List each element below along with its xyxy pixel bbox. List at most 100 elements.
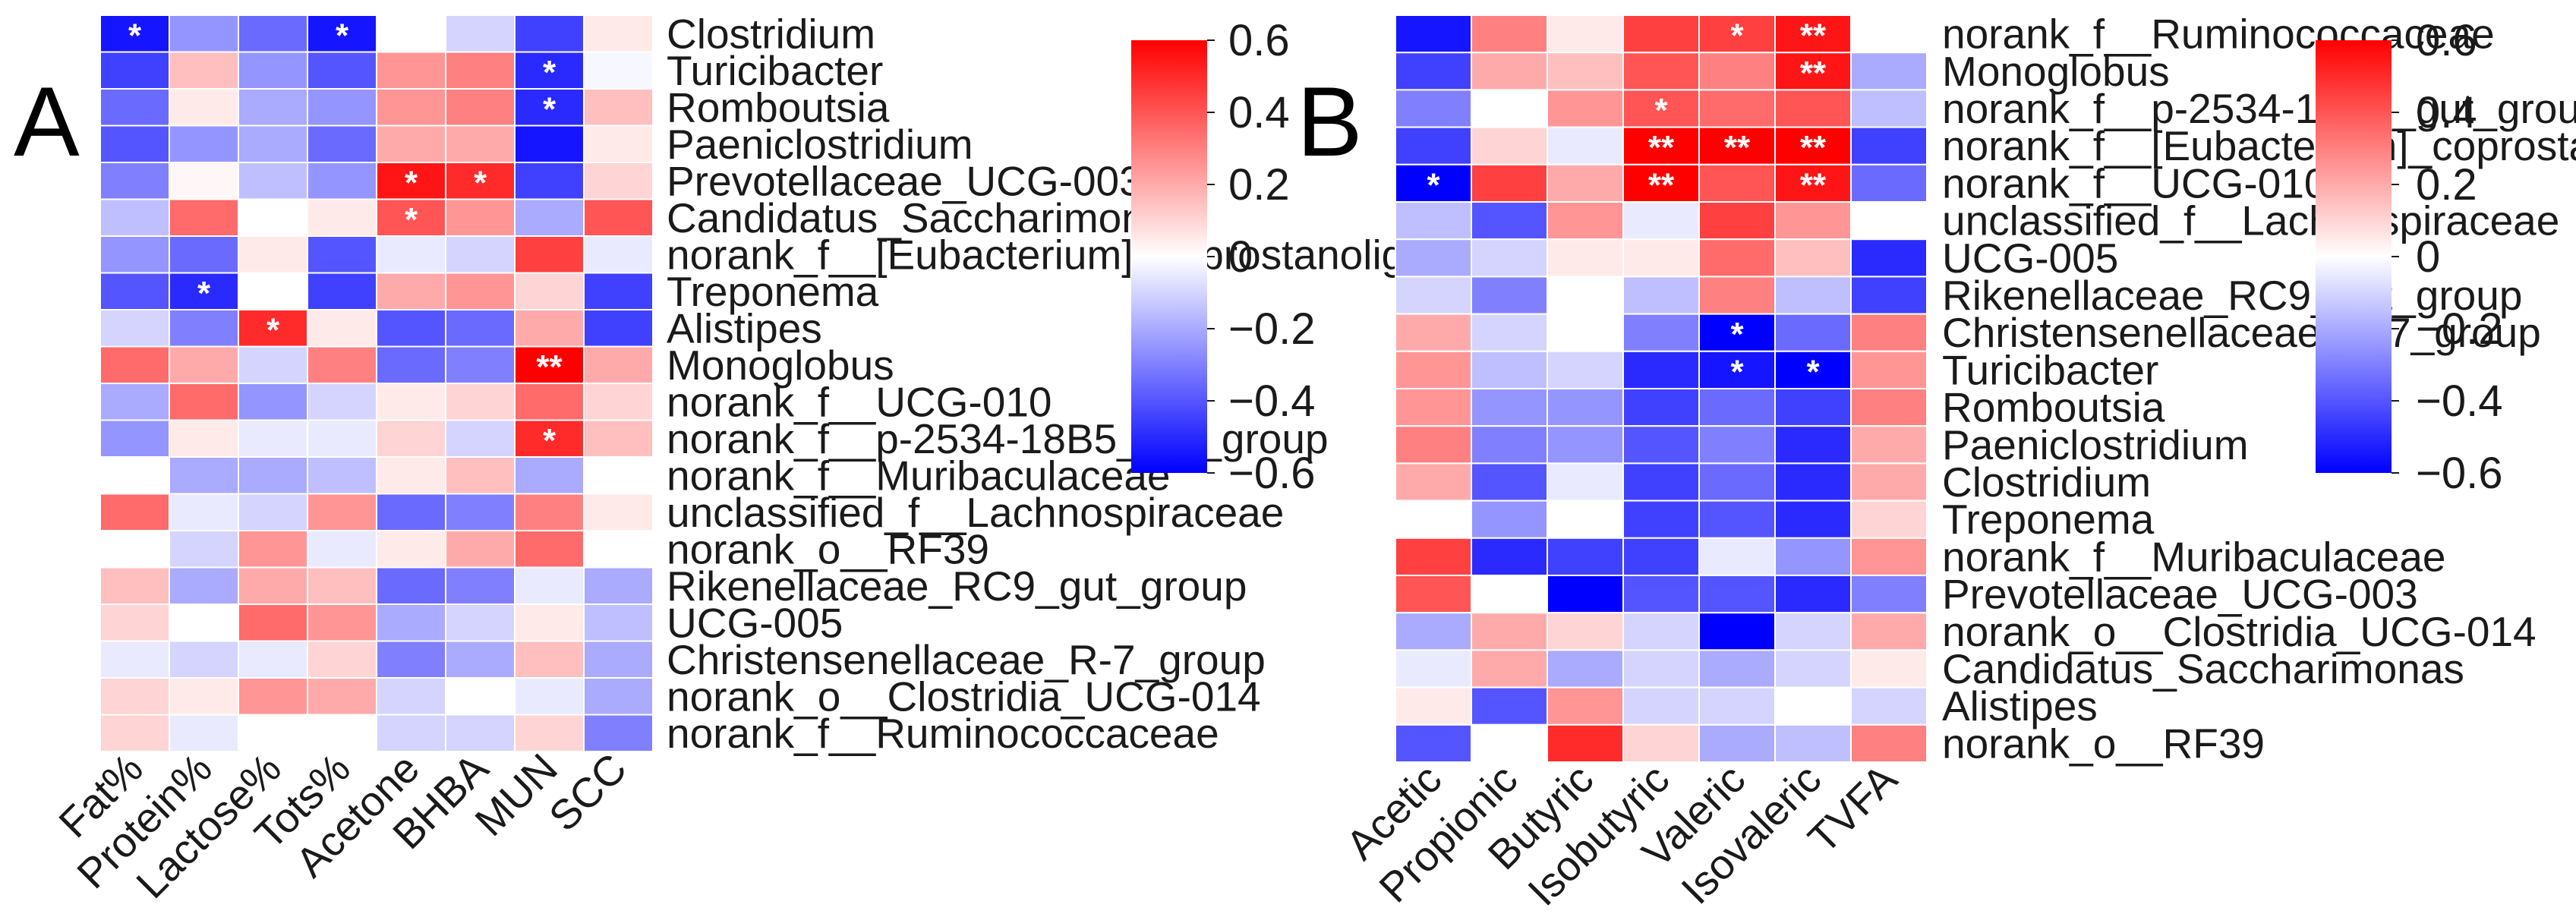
heatmap-cell <box>169 309 239 348</box>
row-label: norank_f__p-2534-18B5_gut_group <box>1942 85 2576 132</box>
significance-marker: * <box>128 17 142 54</box>
heatmap-cell <box>1850 686 1928 726</box>
heatmap-cell <box>1622 425 1700 465</box>
heatmap-cell <box>583 493 654 531</box>
heatmap-cell <box>307 235 377 274</box>
heatmap-cell <box>1471 425 1548 465</box>
heatmap-cell <box>307 456 377 495</box>
colorbar-tick-label: −0.2 <box>2416 304 2503 354</box>
heatmap-cell <box>1395 126 1472 165</box>
heatmap-cell <box>583 124 654 163</box>
heatmap-cell <box>99 235 170 274</box>
heatmap-cell <box>1850 126 1928 165</box>
heatmap-cell <box>238 493 308 531</box>
heatmap-cell <box>1774 201 1852 241</box>
heatmap-cell <box>238 272 308 310</box>
row-label: Turicibacter <box>667 47 883 94</box>
row-label: Romboutsia <box>667 84 890 131</box>
row-label: UCG-005 <box>1942 235 2118 282</box>
heatmap-cell <box>1622 14 1700 54</box>
heatmap-cell <box>1622 238 1700 278</box>
heatmap-cell <box>1850 89 1928 128</box>
row-label: norank_f__UCG-010 <box>667 378 1052 425</box>
heatmap-cell <box>445 14 516 53</box>
heatmap-cell <box>583 714 654 752</box>
heatmap-cell <box>169 162 239 200</box>
heatmap-cell <box>445 566 516 605</box>
heatmap-cell <box>1471 238 1548 278</box>
heatmap-cell <box>307 345 377 384</box>
heatmap-cell <box>1774 686 1852 726</box>
heatmap-cell <box>1850 723 1928 763</box>
heatmap-cell <box>99 566 170 605</box>
heatmap-cell <box>238 235 308 274</box>
significance-marker: * <box>1654 92 1668 129</box>
heatmap-cell <box>169 383 239 421</box>
heatmap-cell <box>169 714 239 752</box>
heatmap-cell <box>1547 350 1624 389</box>
heatmap-cell <box>583 419 654 458</box>
heatmap-cell <box>1471 14 1548 54</box>
heatmap-cell <box>583 235 654 274</box>
row-label: unclassified_f__Lachnospiraceae <box>1942 197 2559 244</box>
heatmap-cell <box>1547 462 1624 502</box>
heatmap-cell <box>1774 126 1852 165</box>
colorbar-tick-label: −0.4 <box>2416 377 2503 426</box>
heatmap-cell <box>376 345 446 384</box>
heatmap-cell <box>1850 313 1928 352</box>
heatmap-cell <box>99 603 170 642</box>
heatmap-cell <box>376 419 446 458</box>
heatmap-cell <box>376 383 446 421</box>
heatmap-cell <box>169 88 239 127</box>
colorbar-tick-label: 0.6 <box>2416 16 2477 65</box>
row-label: Paeniclostridium <box>1942 421 2249 468</box>
heatmap-cell <box>1547 649 1624 689</box>
heatmap-panel-a: * **** *******ClostridiumTuricibacterRombo… <box>49 10 1625 907</box>
heatmap-cell <box>376 272 446 310</box>
panel-a-label: A <box>14 66 80 177</box>
heatmap-cell <box>1547 686 1624 726</box>
heatmap-cell <box>1698 89 1776 128</box>
heatmap-cell <box>307 419 377 458</box>
heatmap-cell <box>376 603 446 642</box>
row-label: norank_f__Muribaculaceae <box>1942 533 2446 580</box>
heatmap-cell <box>99 14 170 53</box>
heatmap-cell <box>307 677 377 716</box>
heatmap-cell <box>1850 52 1928 91</box>
significance-marker: * <box>543 90 557 128</box>
heatmap-cell <box>1698 575 1776 614</box>
heatmap-cell <box>1850 276 1928 315</box>
heatmap-cell <box>1547 89 1624 128</box>
row-label: Candidatus_Saccharimonas <box>1942 645 2464 692</box>
heatmap-cell <box>1698 686 1776 726</box>
heatmap-cell <box>99 198 170 237</box>
heatmap-cell <box>514 235 585 274</box>
row-label: Treponema <box>667 268 879 315</box>
heatmap-cell <box>1774 499 1852 539</box>
heatmap-cell <box>1395 575 1472 614</box>
significance-marker: * <box>1730 353 1744 390</box>
heatmap-cell <box>376 309 446 348</box>
significance-marker: ** <box>536 348 563 386</box>
heatmap-cell <box>169 603 239 642</box>
heatmap-cell <box>238 456 308 495</box>
heatmap-cell <box>514 383 585 421</box>
heatmap-cell <box>1471 537 1548 576</box>
heatmap-cell <box>376 124 446 163</box>
heatmap-cell <box>1850 649 1928 689</box>
heatmap-cell <box>238 88 308 127</box>
heatmap-cell <box>514 309 585 348</box>
heatmap-cell <box>514 14 585 53</box>
heatmap-cell <box>583 272 654 310</box>
heatmap-cell <box>376 677 446 716</box>
heatmap-cell <box>1622 537 1700 576</box>
heatmap-cell <box>445 88 516 127</box>
heatmap-cell <box>99 493 170 531</box>
heatmap-cell <box>238 124 308 163</box>
heatmap-cell <box>1622 89 1700 128</box>
heatmap-cell <box>99 272 170 310</box>
heatmap-cell <box>376 235 446 274</box>
heatmap-cell <box>376 566 446 605</box>
heatmap-cell <box>1698 462 1776 502</box>
